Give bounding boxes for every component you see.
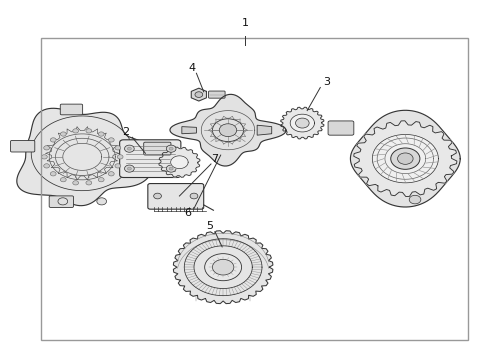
Circle shape [219,124,237,136]
Polygon shape [17,108,157,206]
Text: 7: 7 [211,154,219,165]
FancyBboxPatch shape [49,196,74,207]
Circle shape [213,259,234,275]
Circle shape [98,132,104,136]
Text: 5: 5 [206,221,214,231]
Circle shape [60,177,66,182]
Circle shape [58,198,68,205]
Circle shape [44,146,49,150]
Circle shape [127,167,131,170]
Circle shape [169,167,173,170]
Circle shape [127,147,131,150]
Circle shape [124,165,134,172]
Circle shape [108,138,114,142]
FancyBboxPatch shape [144,142,171,155]
Circle shape [115,146,121,150]
Text: 6: 6 [184,208,191,218]
FancyBboxPatch shape [148,184,204,209]
Polygon shape [257,125,272,135]
Circle shape [97,198,106,205]
Circle shape [98,177,104,182]
Text: 1: 1 [242,18,248,28]
Circle shape [115,164,121,168]
Text: 4: 4 [188,63,195,73]
Polygon shape [372,134,439,183]
Circle shape [190,193,198,199]
Circle shape [166,165,176,172]
Text: 3: 3 [323,77,330,87]
Polygon shape [350,110,460,207]
Bar [41,38,468,340]
Polygon shape [171,156,188,168]
Circle shape [108,172,114,176]
Circle shape [124,145,134,152]
Circle shape [44,164,49,168]
FancyBboxPatch shape [120,140,181,177]
Circle shape [169,147,173,150]
Circle shape [154,193,161,199]
Circle shape [73,129,78,133]
FancyBboxPatch shape [328,121,354,135]
Circle shape [166,145,176,152]
FancyBboxPatch shape [209,91,225,98]
Circle shape [42,155,47,159]
Circle shape [391,148,420,169]
Polygon shape [159,147,200,177]
Circle shape [86,129,92,133]
Circle shape [86,181,92,185]
Circle shape [397,153,413,165]
FancyBboxPatch shape [60,104,83,115]
Circle shape [213,119,244,141]
Polygon shape [170,94,286,166]
Polygon shape [281,107,324,139]
Circle shape [205,254,242,281]
Polygon shape [354,121,457,197]
Polygon shape [191,88,206,101]
Circle shape [50,172,56,176]
Circle shape [60,132,66,136]
Circle shape [409,195,421,204]
Polygon shape [290,114,315,132]
Circle shape [73,181,78,185]
Circle shape [295,118,309,128]
Circle shape [117,155,123,159]
Text: 2: 2 [122,127,129,137]
Circle shape [195,92,203,98]
FancyBboxPatch shape [10,140,35,152]
Polygon shape [182,127,196,134]
Circle shape [50,138,56,142]
Polygon shape [173,231,273,303]
